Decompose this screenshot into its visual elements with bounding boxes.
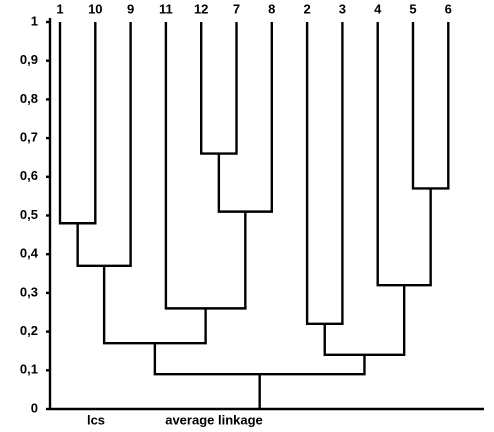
- merge-link: [217, 22, 273, 213]
- y-tick-label: 0,7: [20, 130, 38, 145]
- y-tick-label: 0,1: [20, 362, 38, 377]
- note: lcs: [87, 412, 105, 427]
- merge-link: [102, 265, 207, 345]
- y-tick-label: 0,3: [20, 284, 38, 299]
- merge-link: [164, 22, 247, 310]
- y-tick-label: 0,4: [20, 246, 39, 261]
- merge-link: [76, 22, 132, 268]
- leaf-label: 5: [409, 1, 416, 16]
- note: average linkage: [165, 412, 263, 427]
- leaf-label: 8: [268, 1, 275, 16]
- y-tick-label: 0,6: [20, 168, 38, 183]
- merge-link: [323, 285, 406, 357]
- y-tick-label: 0,8: [20, 91, 38, 106]
- leaf-label: 6: [445, 1, 452, 16]
- merge-link: [411, 22, 450, 190]
- leaf-label: 7: [233, 1, 240, 16]
- leaf-label: 12: [194, 1, 208, 16]
- leaf-label: 2: [303, 1, 310, 16]
- y-tick-label: 0,5: [20, 207, 38, 222]
- leaf-label: 10: [88, 1, 102, 16]
- y-tick-label: 1: [31, 13, 38, 28]
- y-tick-label: 0: [31, 400, 38, 415]
- leaf-label: 1: [56, 1, 63, 16]
- leaf-label: 11: [159, 1, 173, 16]
- y-tick-label: 0,2: [20, 323, 38, 338]
- merge-link: [58, 22, 97, 225]
- leaf-label: 9: [127, 1, 134, 16]
- merge-link: [153, 343, 366, 376]
- merge-link: [200, 22, 238, 155]
- y-tick-label: 0,9: [20, 52, 38, 67]
- leaf-label: 4: [374, 1, 382, 16]
- leaf-label: 3: [339, 1, 346, 16]
- merge-link: [305, 22, 344, 326]
- merge-link: [376, 22, 432, 287]
